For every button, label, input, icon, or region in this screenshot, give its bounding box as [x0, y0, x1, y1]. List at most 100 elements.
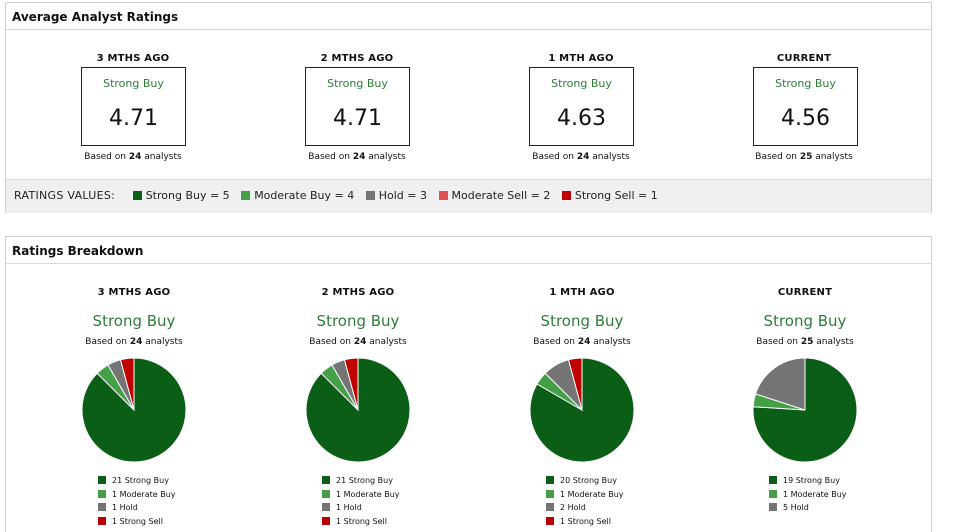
rating-label: Strong Buy	[775, 77, 836, 90]
legend-item-strong-buy: Strong Buy = 5	[132, 189, 230, 202]
pie-chart-3-months-ago	[81, 357, 187, 463]
pie-legend-label: 21 Strong Buy	[112, 476, 169, 485]
ratings-breakdown-panel: Ratings Breakdown 3 MTHS AGO Strong Buy Ba…	[5, 236, 932, 532]
swatch-icon	[365, 191, 375, 200]
based-on-text: Based on 25 analysts	[725, 337, 885, 347]
pie-legend-item: 1 Moderate Buy	[322, 489, 400, 504]
based-suffix: analysts	[815, 152, 853, 162]
analyst-count: 24	[352, 152, 366, 162]
pie-legend-label: 2 Hold	[560, 503, 586, 512]
breakdown-period-title-1-month-ago: 1 MTH AGO	[549, 287, 615, 298]
pie-legend-item: 20 Strong Buy	[546, 476, 624, 490]
based-prefix: Based on	[85, 337, 127, 347]
pie-legend-label: 1 Strong Sell	[560, 516, 611, 526]
average-analyst-ratings-panel: Average Analyst Ratings 3 MTHS AGO Stron…	[5, 2, 932, 213]
analyst-count: 24	[576, 152, 590, 162]
breakdown-rating-label: Strong Buy	[763, 312, 847, 330]
pie-legend-item: 1 Hold	[322, 503, 400, 517]
pie-legend: 21 Strong Buy 1 Moderate Buy 1 Hold 1 Stron…	[98, 476, 176, 530]
legend-text: Hold = 3	[378, 189, 427, 202]
legend-text: Moderate Sell = 2	[451, 189, 551, 202]
pie-slice	[343, 357, 359, 411]
pie-legend-label: 1 Hold	[336, 503, 362, 512]
based-on-text: Based on 25 analysts	[724, 152, 884, 162]
pie-legend-item: 1 Strong Sell	[322, 516, 400, 531]
swatch-icon	[98, 503, 106, 511]
based-prefix: Based on	[532, 152, 574, 162]
pie-slice	[305, 357, 411, 463]
period-title: 3 MTHS AGO	[96, 53, 170, 64]
swatch-icon	[132, 191, 142, 200]
analyst-count: 24	[129, 337, 143, 347]
legend-item-hold: Hold = 3	[365, 189, 427, 202]
rating-box: Strong Buy 4.71	[81, 67, 186, 146]
pie-legend-label: 1 Moderate Buy	[336, 489, 400, 499]
legend-text: Strong Buy = 5	[145, 189, 230, 202]
swatch-icon	[546, 476, 554, 484]
legend-item-moderate-sell: Moderate Sell = 2	[438, 189, 551, 202]
pie-legend-label: 1 Moderate Buy	[112, 489, 176, 499]
breakdown-rating-label: Strong Buy	[92, 312, 176, 330]
swatch-icon	[769, 489, 777, 498]
rating-value: 4.71	[109, 106, 158, 131]
rating-value: 4.56	[781, 106, 830, 131]
pie-slice	[119, 357, 135, 411]
swatch-icon	[438, 191, 448, 200]
based-on-text: Based on 24 analysts	[277, 152, 437, 162]
rating-value: 4.71	[333, 106, 382, 131]
swatch-icon	[769, 503, 777, 511]
pie-slice	[567, 357, 583, 411]
legend-text: Strong Sell = 1	[574, 189, 658, 202]
ratings-breakdown-title: Ratings Breakdown	[6, 237, 931, 264]
avg-column-3-months-ago: 3 MTHS AGO	[53, 53, 213, 64]
based-suffix: analysts	[816, 337, 854, 347]
analyst-count: 25	[800, 337, 814, 347]
pie-legend-label: 20 Strong Buy	[560, 476, 617, 485]
swatch-icon	[98, 489, 106, 498]
legend-item-strong-sell: Strong Sell = 1	[561, 189, 658, 202]
based-suffix: analysts	[145, 337, 183, 347]
rating-value: 4.63	[557, 106, 606, 131]
analyst-count: 24	[577, 337, 591, 347]
based-on-text: Based on 24 analysts	[54, 337, 214, 347]
pie-legend-label: 21 Strong Buy	[336, 476, 393, 485]
breakdown-period-title-2-months-ago: 2 MTHS AGO	[321, 287, 395, 298]
legend-item-moderate-buy: Moderate Buy = 4	[241, 189, 354, 202]
pie-slice	[754, 357, 806, 411]
based-on-text: Based on 24 analysts	[501, 152, 661, 162]
based-suffix: analysts	[144, 152, 182, 162]
swatch-icon	[322, 489, 330, 498]
period-title: 2 MTHS AGO	[320, 53, 394, 64]
based-suffix: analysts	[369, 337, 407, 347]
swatch-icon	[769, 476, 777, 484]
avg-column-2-months-ago: 2 MTHS AGO	[277, 53, 437, 64]
based-suffix: analysts	[593, 337, 631, 347]
pie-chart-1-month-ago	[529, 357, 635, 463]
swatch-icon	[546, 489, 554, 498]
pie-legend-label: 1 Strong Sell	[112, 516, 163, 526]
based-prefix: Based on	[533, 337, 575, 347]
pie-legend-label: 1 Hold	[112, 503, 138, 512]
based-prefix: Based on	[756, 337, 798, 347]
based-prefix: Based on	[755, 152, 797, 162]
breakdown-rating-label: Strong Buy	[316, 312, 400, 330]
pie-chart-2-months-ago	[305, 357, 411, 463]
based-suffix: analysts	[592, 152, 630, 162]
pie-legend-label: 1 Moderate Buy	[560, 489, 624, 499]
pie-legend-item: 21 Strong Buy	[322, 476, 400, 490]
based-on-text: Based on 24 analysts	[278, 337, 438, 347]
swatch-icon	[241, 191, 251, 200]
pie-legend-item: 1 Moderate Buy	[546, 489, 624, 504]
pie-legend: 20 Strong Buy 1 Moderate Buy 2 Hold 1 Stron…	[546, 476, 624, 530]
pie-legend-item: 2 Hold	[546, 503, 624, 517]
swatch-icon	[561, 191, 571, 200]
pie-legend-item: 5 Hold	[769, 503, 847, 517]
rating-box: Strong Buy 4.71	[305, 67, 410, 146]
pie-legend-item: 1 Strong Sell	[546, 516, 624, 531]
rating-label: Strong Buy	[551, 77, 612, 90]
swatch-icon	[546, 503, 554, 511]
pie-legend: 21 Strong Buy 1 Moderate Buy 1 Hold 1 Stron…	[322, 476, 400, 530]
swatch-icon	[322, 476, 330, 484]
pie-legend-label: 1 Strong Sell	[336, 516, 387, 526]
based-prefix: Based on	[308, 152, 350, 162]
